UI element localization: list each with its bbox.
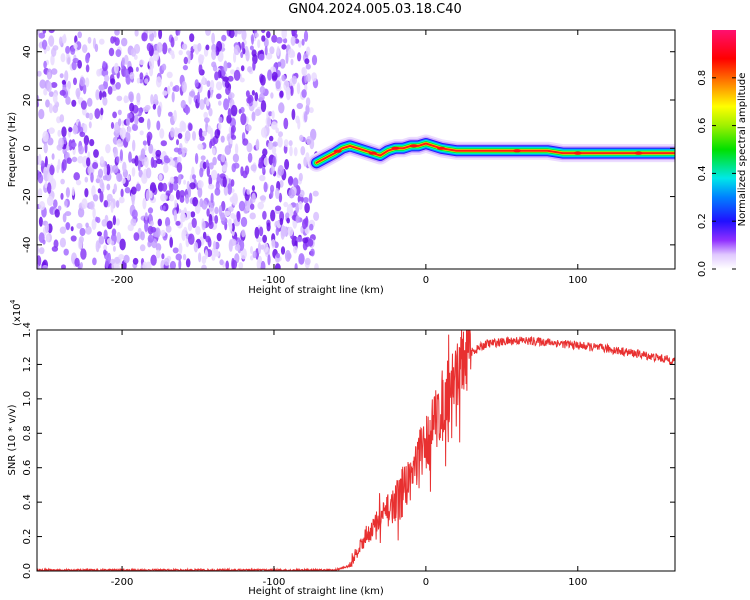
y-tick-label: 1.0 — [22, 391, 33, 407]
y-tick-label: 20 — [22, 94, 33, 107]
signal-hotspot-7 — [634, 151, 643, 155]
x-tick-label: -200 — [111, 577, 134, 588]
y-tick-label: 1.4 — [22, 322, 33, 338]
colorbar-tick-label: 0.4 — [697, 165, 708, 181]
snr-line — [37, 329, 675, 571]
colorbar-tick-label: 0.6 — [697, 118, 708, 134]
signal-hotspot-6 — [573, 151, 582, 155]
y-tick-label: 0.0 — [22, 563, 33, 579]
y-axis-label: SNR (10 * v/v) — [7, 404, 18, 475]
y-scale-base: (x10 — [12, 303, 23, 326]
x-axis-label: Height of straight line (km) — [248, 285, 384, 296]
x-tick-label: 100 — [568, 577, 587, 588]
y-tick-label: 0.8 — [22, 425, 33, 441]
signal-hotspot-5 — [513, 149, 522, 153]
colorbar-label: Normalized spectral amplitude — [737, 73, 748, 227]
y-tick-label: 0.4 — [22, 494, 33, 510]
y-tick-label: 0.2 — [22, 529, 33, 545]
colorbar-tick-label: 0.0 — [697, 261, 708, 277]
x-tick-label: 0 — [423, 577, 429, 588]
heatmap-cells — [37, 30, 675, 269]
y-tick-label: 0.6 — [22, 460, 33, 476]
x-tick-label: -200 — [111, 275, 134, 286]
y-tick-label: -40 — [22, 237, 33, 253]
signal-hotspot-0 — [333, 149, 342, 153]
x-axis-label: Height of straight line (km) — [248, 586, 384, 597]
y-axis-label: Frequency (Hz) — [7, 112, 18, 188]
signal-hotspot-3 — [409, 144, 418, 148]
signal-hotspot-2 — [391, 146, 400, 150]
x-tick-label: -100 — [263, 275, 286, 286]
x-tick-label: 0 — [423, 275, 429, 286]
line-frame — [36, 329, 676, 572]
colorbar-tick-label: 0.2 — [697, 213, 708, 229]
signal-hotspot-4 — [437, 146, 446, 150]
colorbar — [712, 30, 736, 269]
y-scale-exponent: 4 — [9, 300, 17, 304]
y-tick-label: 0 — [22, 145, 33, 151]
y-tick-label: 40 — [22, 45, 33, 58]
x-tick-label: -100 — [263, 577, 286, 588]
snr-series — [37, 329, 675, 571]
x-tick-label: 100 — [568, 275, 587, 286]
snr-line-chart: -200 -100 0 100 0.0 0.2 0.4 0.6 0.8 1.0 1.2 1.4 Heig… — [7, 300, 676, 597]
signal-hotspot-1 — [368, 151, 377, 155]
y-tick-label: 1.2 — [22, 356, 33, 372]
y-tick-label: -20 — [22, 188, 33, 204]
colorbar-tick-label: 0.8 — [697, 70, 708, 86]
chart-title: GN04.2024.005.03.18.C40 — [288, 2, 462, 17]
heatmap-frame — [36, 29, 676, 270]
